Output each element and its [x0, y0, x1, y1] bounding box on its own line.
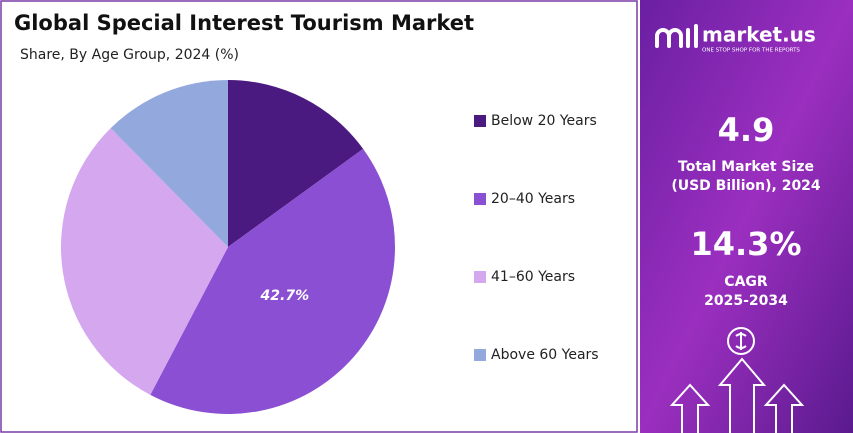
brand: market.us: [702, 23, 816, 47]
market-size: 4.9: [718, 111, 775, 149]
value-label: 42.7%: [260, 288, 310, 304]
pie-slice: [110, 80, 228, 247]
legend-swatch: [474, 115, 486, 127]
legend-swatch: [474, 349, 486, 361]
legend-swatch: [474, 271, 486, 283]
info-panel: [640, 0, 853, 433]
legend-swatch: [474, 193, 486, 205]
chart-subtitle: Share, By Age Group, 2024 (%): [20, 47, 239, 63]
cagr-label: 2025-2034: [704, 293, 788, 309]
pie-slice: [228, 80, 364, 247]
pie-slice: [60, 128, 228, 395]
cagr-label: CAGR: [724, 274, 768, 290]
decor-arrows: [669, 327, 805, 433]
market-size-label: (USD Billion), 2024: [671, 178, 821, 194]
legend-label: Below 20 Years: [491, 113, 597, 129]
pie-slice: [150, 148, 396, 415]
chart-title: Global Special Interest Tourism Market: [14, 11, 474, 35]
legend-label: 20–40 Years: [491, 191, 575, 207]
market-size-label: Total Market Size: [678, 159, 814, 175]
tagline: ONE STOP SHOP FOR THE REPORTS: [702, 48, 800, 54]
cagr: 14.3%: [690, 225, 801, 263]
logo-icon: [655, 24, 698, 48]
legend-label: Above 60 Years: [491, 347, 599, 363]
legend-label: 41–60 Years: [491, 269, 575, 285]
